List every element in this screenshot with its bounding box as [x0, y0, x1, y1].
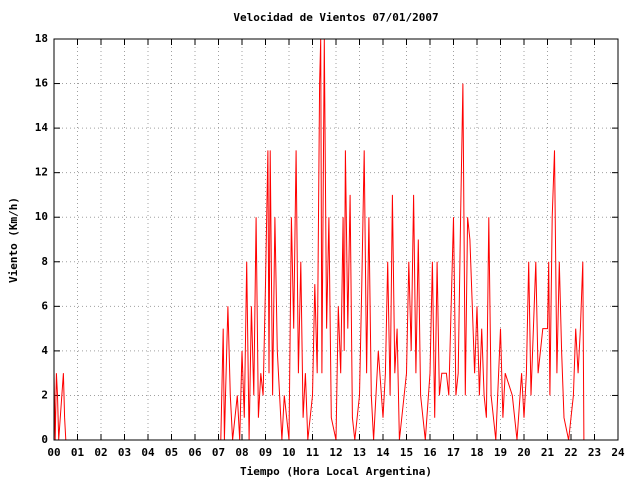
x-tick-label: 07	[212, 446, 225, 459]
x-tick-label: 06	[188, 446, 202, 459]
y-tick-label: 6	[41, 299, 48, 312]
y-axis-label: Viento (Km/h)	[7, 197, 20, 283]
y-tick-label: 14	[35, 121, 49, 134]
plot-frame	[53, 38, 619, 441]
y-tick-label: 12	[35, 166, 48, 179]
x-tick-label: 24	[611, 446, 625, 459]
x-tick-label: 13	[353, 446, 366, 459]
x-tick-label: 09	[259, 446, 272, 459]
x-tick-label: 15	[400, 446, 413, 459]
y-tick-label: 18	[35, 32, 48, 45]
y-tick-label: 16	[35, 77, 49, 90]
x-tick-label: 12	[329, 446, 342, 459]
wind-line	[53, 38, 585, 441]
chart-title: Velocidad de Vientos 07/01/2007	[233, 11, 438, 24]
x-tick-label: 18	[470, 446, 483, 459]
x-tick-label: 22	[564, 446, 577, 459]
x-tick-label: 16	[423, 446, 437, 459]
x-tick-label: 02	[94, 446, 107, 459]
x-tick-label: 19	[494, 446, 507, 459]
x-tick-label: 03	[118, 446, 131, 459]
x-tick-label: 20	[517, 446, 530, 459]
y-tick-label: 8	[41, 255, 48, 268]
y-tick-label: 0	[41, 433, 48, 446]
x-tick-label: 23	[588, 446, 601, 459]
y-tick-label: 4	[41, 344, 48, 357]
x-axis-label: Tiempo (Hora Local Argentina)	[240, 465, 432, 478]
y-tick-label: 2	[41, 388, 48, 401]
x-tick-label: 08	[235, 446, 248, 459]
x-tick-label: 00	[47, 446, 60, 459]
x-tick-label: 04	[141, 446, 155, 459]
x-tick-label: 17	[447, 446, 460, 459]
y-tick-label: 10	[35, 210, 48, 223]
x-tick-label: 21	[541, 446, 555, 459]
x-tick-label: 11	[306, 446, 320, 459]
x-tick-label: 05	[165, 446, 178, 459]
x-tick-label: 01	[71, 446, 85, 459]
x-tick-label: 14	[376, 446, 390, 459]
x-tick-label: 10	[282, 446, 295, 459]
